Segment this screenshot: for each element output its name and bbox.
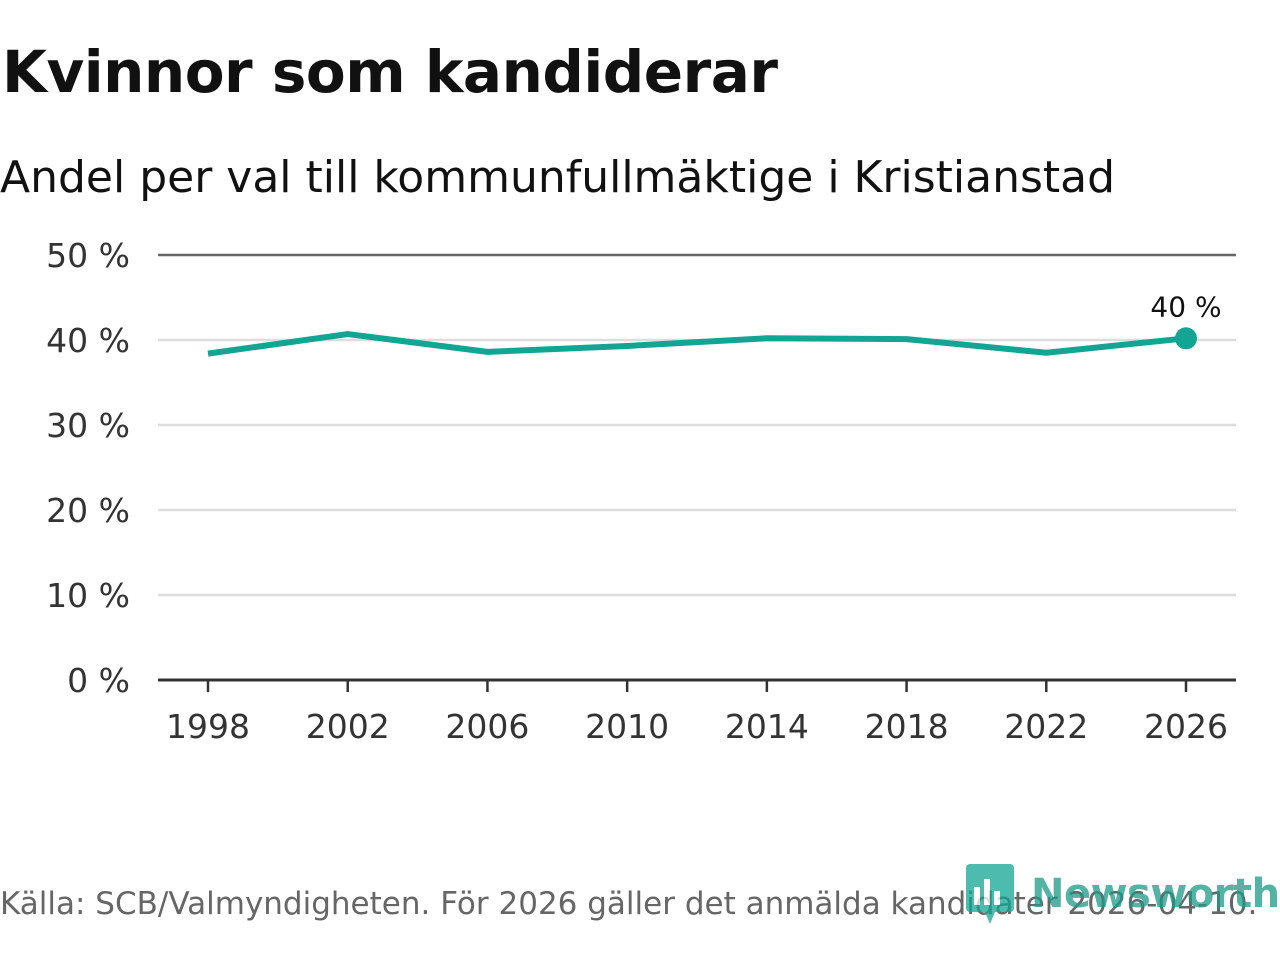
chart-subtitle: Andel per val till kommunfullmäktige i K… [0,152,1116,203]
y-tick-label: 40 % [46,321,130,360]
x-tick-label: 2010 [585,707,669,746]
brand-logo: Newsworthy [965,864,1280,924]
last-value-label: 40 % [1150,290,1221,323]
newsworthy-logo-icon [966,864,1014,924]
series-line-0 [207,331,1187,357]
x-tick-label: 2014 [725,707,809,746]
brand-name: Newsworthy [1031,871,1280,917]
y-tick-label: 20 % [46,491,130,530]
y-tick-label: 0 % [67,661,130,700]
x-tick-label: 2006 [445,707,529,746]
x-tick-label: 2026 [1144,707,1228,746]
last-data-point [1175,327,1197,350]
x-tick-label: 2022 [1004,707,1088,746]
source-note: Källa: SCB/Valmyndigheten. För 2026 gäll… [0,886,1258,922]
y-tick-label: 10 % [46,576,130,615]
chart-title: Kvinnor som kandiderar [2,38,778,106]
x-tick-label: 1998 [166,707,250,746]
x-tick-label: 2002 [306,707,390,746]
y-tick-label: 30 % [46,406,130,445]
y-tick-label: 50 % [46,236,130,275]
x-tick-label: 2018 [865,707,949,746]
